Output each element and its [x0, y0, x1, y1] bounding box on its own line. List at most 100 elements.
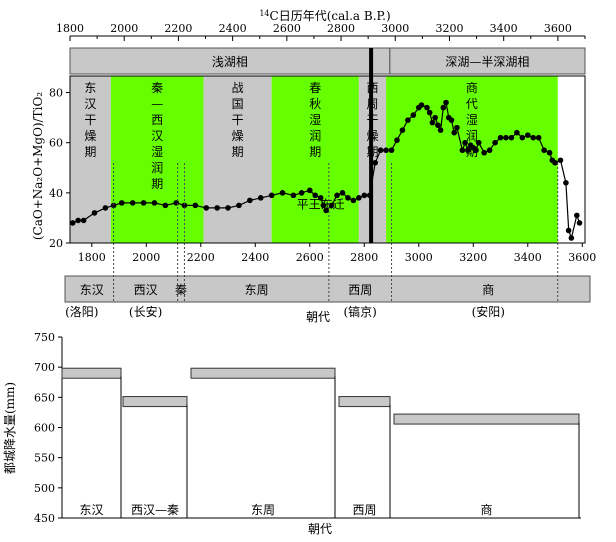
precip-y-tick-label: 700: [34, 361, 55, 374]
ratio-x-tick-label: 3600: [568, 251, 596, 264]
ratio-data-point: [497, 134, 504, 141]
ratio-y-tick-label: 40: [49, 187, 63, 200]
ratio-data-point: [426, 109, 433, 116]
dynasty-label: 西周: [348, 283, 372, 297]
precip-y-tick-label: 550: [34, 452, 55, 465]
top-axis-tick-label: 2000: [110, 22, 138, 35]
ratio-data-point: [377, 147, 384, 154]
precip-y-tick-label: 650: [34, 391, 55, 404]
ratio-data-point: [203, 205, 210, 211]
ratio-y-tick-label: 20: [49, 237, 63, 250]
ratio-y-tick-label: 60: [49, 137, 63, 150]
ratio-data-point: [173, 200, 180, 206]
climate-period-band: [386, 76, 558, 243]
dynasty-bar-background: [64, 275, 591, 303]
ratio-data-point: [356, 195, 362, 201]
climate-period-label: 战国干燥期: [232, 81, 244, 159]
ratio-data-point: [546, 149, 553, 156]
precip-category-label: 西汉—秦: [131, 503, 179, 517]
ratio-data-point: [552, 159, 558, 166]
climate-period-band: [271, 76, 359, 243]
ratio-data-point: [435, 122, 441, 128]
ratio-data-point: [448, 117, 455, 123]
ratio-data-point: [320, 202, 327, 209]
ratio-data-point: [454, 124, 460, 131]
ratio-x-tick-label: 3400: [514, 251, 542, 264]
ratio-data-point: [323, 207, 329, 214]
top-axis-tick-label: 2800: [327, 22, 355, 35]
precip-bar-cap: [190, 367, 336, 379]
ratio-data-point: [290, 192, 297, 199]
ratio-x-tick-label: 2600: [296, 251, 324, 264]
precip-bar-cap: [61, 367, 122, 379]
facies-label: 浅湖相: [212, 54, 248, 69]
ratio-data-point: [118, 200, 125, 206]
ratio-data-point: [192, 202, 199, 209]
top-axis-tick-label: 2600: [273, 22, 301, 35]
precip-category-label: 东周: [251, 503, 275, 517]
precip-bar-cap: [393, 413, 580, 425]
precip-category-label: 东汉: [79, 503, 103, 517]
ratio-data-point: [110, 202, 117, 209]
ratio-data-point: [462, 139, 468, 146]
facies-bar: 浅湖相 深湖—半深湖相: [69, 47, 586, 75]
ratio-data-point: [418, 102, 425, 108]
dynasty-label: 西汉: [134, 283, 158, 297]
ratio-data-point: [443, 99, 449, 106]
ratio-data-point: [565, 227, 572, 234]
ratio-data-point: [568, 235, 575, 241]
top-axis-tick-label: 2400: [219, 22, 247, 35]
annotation-text: 平王东迁: [297, 197, 345, 211]
ratio-data-point: [440, 104, 447, 111]
ratio-data-point: [140, 200, 147, 206]
top-axis-tick-label: 3600: [544, 22, 572, 35]
ratio-data-point: [383, 147, 389, 154]
ratio-data-point: [361, 192, 368, 199]
ratio-data-point: [424, 104, 430, 111]
ratio-data-point: [129, 200, 136, 206]
precip-y-tick-label: 600: [34, 422, 55, 435]
ratio-data-point: [492, 139, 498, 146]
top-axis-tick-label: 1800: [56, 22, 84, 35]
ratio-data-point: [257, 195, 264, 201]
dynasty-bar: 东汉 (洛阳) 西汉 (长安) 秦 东周 西周 (镐京) 商 (安阳): [64, 163, 591, 319]
ratio-line-plot: 20 40 60 80 1800 2000 2200 2400 2600 2800 3000 3200…: [49, 48, 596, 264]
ratio-data-point: [350, 197, 357, 204]
ratio-x-tick-label: 2200: [187, 251, 215, 264]
plot1-frame: [69, 75, 586, 244]
ratio-data-point: [80, 217, 87, 224]
ratio-data-point: [339, 190, 346, 196]
ratio-data-point: [312, 192, 319, 199]
ratio-data-point: [345, 195, 351, 201]
climate-period-band: [110, 76, 204, 243]
ratio-data-point: [508, 134, 515, 141]
ratio-data-point: [557, 157, 564, 164]
top-axis-tick-label: 3000: [381, 22, 409, 35]
dynasty-label: 东周: [245, 283, 269, 297]
ratio-x-tick-label: 2800: [350, 251, 378, 264]
ratio-data-point: [334, 192, 340, 199]
ratio-x-tick-label: 1800: [78, 251, 106, 264]
climate-period-band: [203, 76, 272, 243]
ratio-x-tick-label: 2400: [241, 251, 269, 264]
climate-period-label: 春秋湿润期: [309, 81, 321, 159]
ratio-data-point: [514, 129, 520, 136]
dynasty-label: 秦: [175, 283, 187, 297]
ratio-data-point: [91, 210, 98, 216]
ratio-data-point: [563, 180, 569, 186]
top-axis-tick-label: 2200: [164, 22, 192, 35]
facies-label: 深湖—半深湖相: [445, 54, 529, 69]
precip-x-axis-label: 朝代: [308, 522, 332, 536]
ratio-data-point: [236, 202, 242, 209]
ratio-data-point: [69, 220, 76, 226]
ratio-data-point: [576, 220, 583, 226]
ratio-data-point: [394, 137, 400, 143]
ratio-data-point: [388, 147, 395, 154]
ratio-data-point: [524, 132, 531, 138]
ratio-x-tick-label: 3200: [459, 251, 487, 264]
ratio-data-point: [279, 190, 286, 196]
ratio-data-point: [535, 134, 542, 141]
top-calendar-axis: 1800 2000 2200 2400 2600 2800 3000 3200 3400 3600: [56, 22, 586, 41]
ratio-data-point: [317, 195, 324, 201]
